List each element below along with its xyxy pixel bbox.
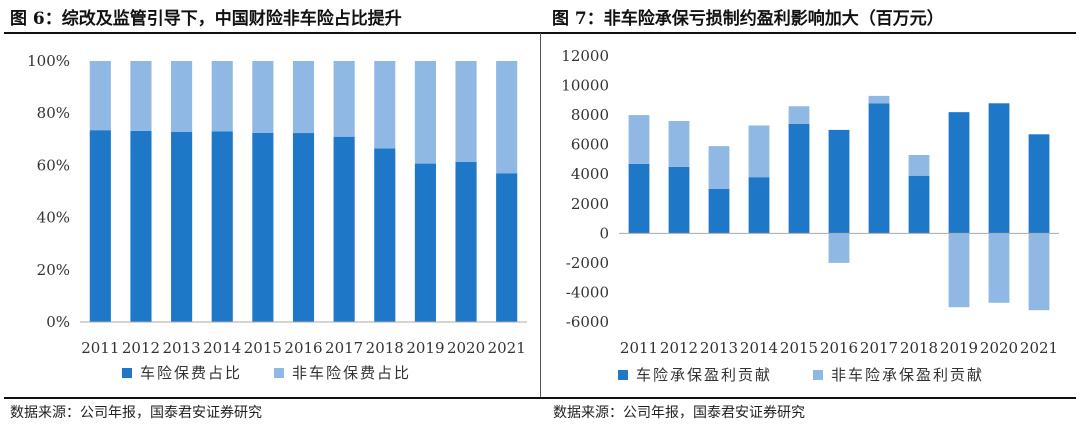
y-tick-label: 40% (37, 209, 70, 227)
y-tick-label: 100% (27, 52, 70, 70)
x-tick-label: 2015 (780, 339, 818, 357)
bar-2011-series-1 (89, 130, 111, 322)
x-tick-label: 2020 (447, 339, 485, 357)
bar-2012-series-2 (130, 61, 152, 131)
bar-2014-series-1 (211, 131, 233, 322)
x-tick-label: 2020 (980, 339, 1018, 357)
bar-2013-series-1 (708, 189, 730, 234)
legend-swatch-1 (122, 368, 132, 378)
bar-2020-series-1 (455, 162, 477, 322)
x-tick-label: 2014 (740, 339, 778, 357)
x-tick-label: 2018 (900, 339, 938, 357)
right-source-note: 数据来源：公司年报，国泰君安证券研究 (553, 405, 805, 421)
bar-2019-series-2 (948, 233, 970, 308)
x-tick-label: 2011 (81, 339, 119, 357)
bar-2021-series-1 (496, 173, 518, 322)
bar-2017-series-1 (868, 103, 890, 234)
y-tick-label: 8000 (571, 106, 609, 124)
bar-2021-series-1 (1028, 134, 1050, 234)
bar-2019-series-2 (414, 61, 436, 164)
bar-2014-series-2 (211, 61, 233, 132)
y-tick-label: 0% (46, 313, 70, 331)
y-tick-label: 60% (37, 156, 70, 174)
legend-label-2: 非车险承保盈利贡献 (831, 366, 984, 384)
y-tick-label: 0 (599, 224, 609, 242)
bar-2021-series-2 (496, 61, 518, 174)
y-tick-label: 20% (37, 261, 70, 279)
bar-2014-series-2 (748, 125, 770, 178)
bar-2020-series-1 (988, 103, 1010, 234)
bar-2015-series-1 (788, 123, 810, 234)
bar-2016-series-2 (828, 233, 850, 263)
bar-2016-series-1 (292, 133, 315, 322)
x-tick-label: 2016 (820, 339, 858, 357)
x-tick-label: 2012 (122, 339, 160, 357)
bar-2013-series-2 (171, 61, 193, 132)
y-tick-label: 4000 (571, 165, 609, 183)
x-tick-label: 2017 (325, 339, 363, 357)
x-tick-label: 2019 (940, 339, 978, 357)
right-chart-title: 图 7：非车险承保亏损制约盈利影响加大（百万元） (552, 9, 944, 29)
bottom-rule (4, 397, 1076, 399)
bar-2013-series-2 (708, 146, 730, 189)
bar-2011-series-1 (628, 163, 650, 234)
y-tick-label: 6000 (571, 136, 609, 154)
bar-2017-series-2 (333, 61, 355, 137)
y-tick-label: 2000 (571, 195, 609, 213)
bar-2017-series-1 (333, 136, 355, 322)
y-tick-label: -4000 (566, 283, 609, 301)
legend-label-1: 车险承保盈利贡献 (636, 366, 772, 384)
left-chart-title: 图 6：综改及监管引导下，中国财险非车险占比提升 (10, 9, 402, 29)
bar-2013-series-1 (171, 131, 193, 322)
bar-2015-series-1 (252, 132, 274, 322)
legend-label-2: 非车险保费占比 (292, 364, 411, 382)
bar-2018-series-2 (374, 61, 396, 149)
bar-2019-series-1 (414, 163, 436, 322)
x-tick-label: 2017 (860, 339, 898, 357)
bar-2020-series-2 (455, 61, 477, 163)
x-tick-label: 2021 (1020, 339, 1058, 357)
legend-swatch-2 (813, 370, 823, 380)
panel-divider (540, 33, 541, 397)
left-source-note: 数据来源：公司年报，国泰君安证券研究 (10, 405, 262, 421)
x-tick-label: 2015 (244, 339, 282, 357)
x-tick-label: 2021 (488, 339, 526, 357)
bar-2016-series-2 (292, 61, 315, 134)
right-bar-chart: -6000 -4000 -2000 0 2000 4000 6000 8000 10000 120… (561, 47, 1059, 384)
y-tick-label: -6000 (566, 313, 609, 331)
bar-2011-series-2 (628, 115, 650, 164)
x-tick-label: 2018 (366, 339, 404, 357)
x-tick-label: 2013 (700, 339, 738, 357)
x-tick-label: 2014 (203, 339, 241, 357)
x-tick-label: 2019 (406, 339, 444, 357)
y-tick-label: -2000 (566, 254, 609, 272)
bar-2019-series-1 (948, 112, 970, 234)
y-tick-label: 10000 (561, 77, 609, 95)
bar-2012-series-1 (668, 166, 690, 234)
legend-swatch-1 (618, 370, 628, 380)
bar-2014-series-1 (748, 177, 770, 234)
bar-2018-series-1 (374, 148, 396, 322)
x-tick-label: 2012 (660, 339, 698, 357)
bar-2012-series-1 (130, 130, 152, 322)
x-tick-label: 2013 (162, 339, 200, 357)
legend-swatch-2 (274, 368, 284, 378)
bar-2012-series-2 (668, 121, 690, 167)
bar-2015-series-2 (252, 61, 274, 133)
y-tick-label: 12000 (561, 47, 609, 65)
bar-2016-series-1 (828, 129, 850, 234)
bar-2011-series-2 (89, 61, 111, 131)
bar-2017-series-2 (868, 95, 890, 104)
left-bar-chart: 0%20%40%60%80%100%2011 2012 2013 2014 2015 20… (27, 52, 527, 382)
bar-2021-series-2 (1028, 233, 1050, 311)
bar-2020-series-2 (988, 233, 1010, 303)
x-tick-label: 2011 (620, 339, 658, 357)
bar-2018-series-1 (908, 175, 930, 234)
legend-label-1: 车险保费占比 (140, 364, 242, 382)
bar-2015-series-2 (788, 106, 810, 124)
y-tick-label: 80% (37, 104, 70, 122)
bar-2018-series-2 (908, 155, 930, 176)
x-tick-label: 2016 (284, 339, 322, 357)
